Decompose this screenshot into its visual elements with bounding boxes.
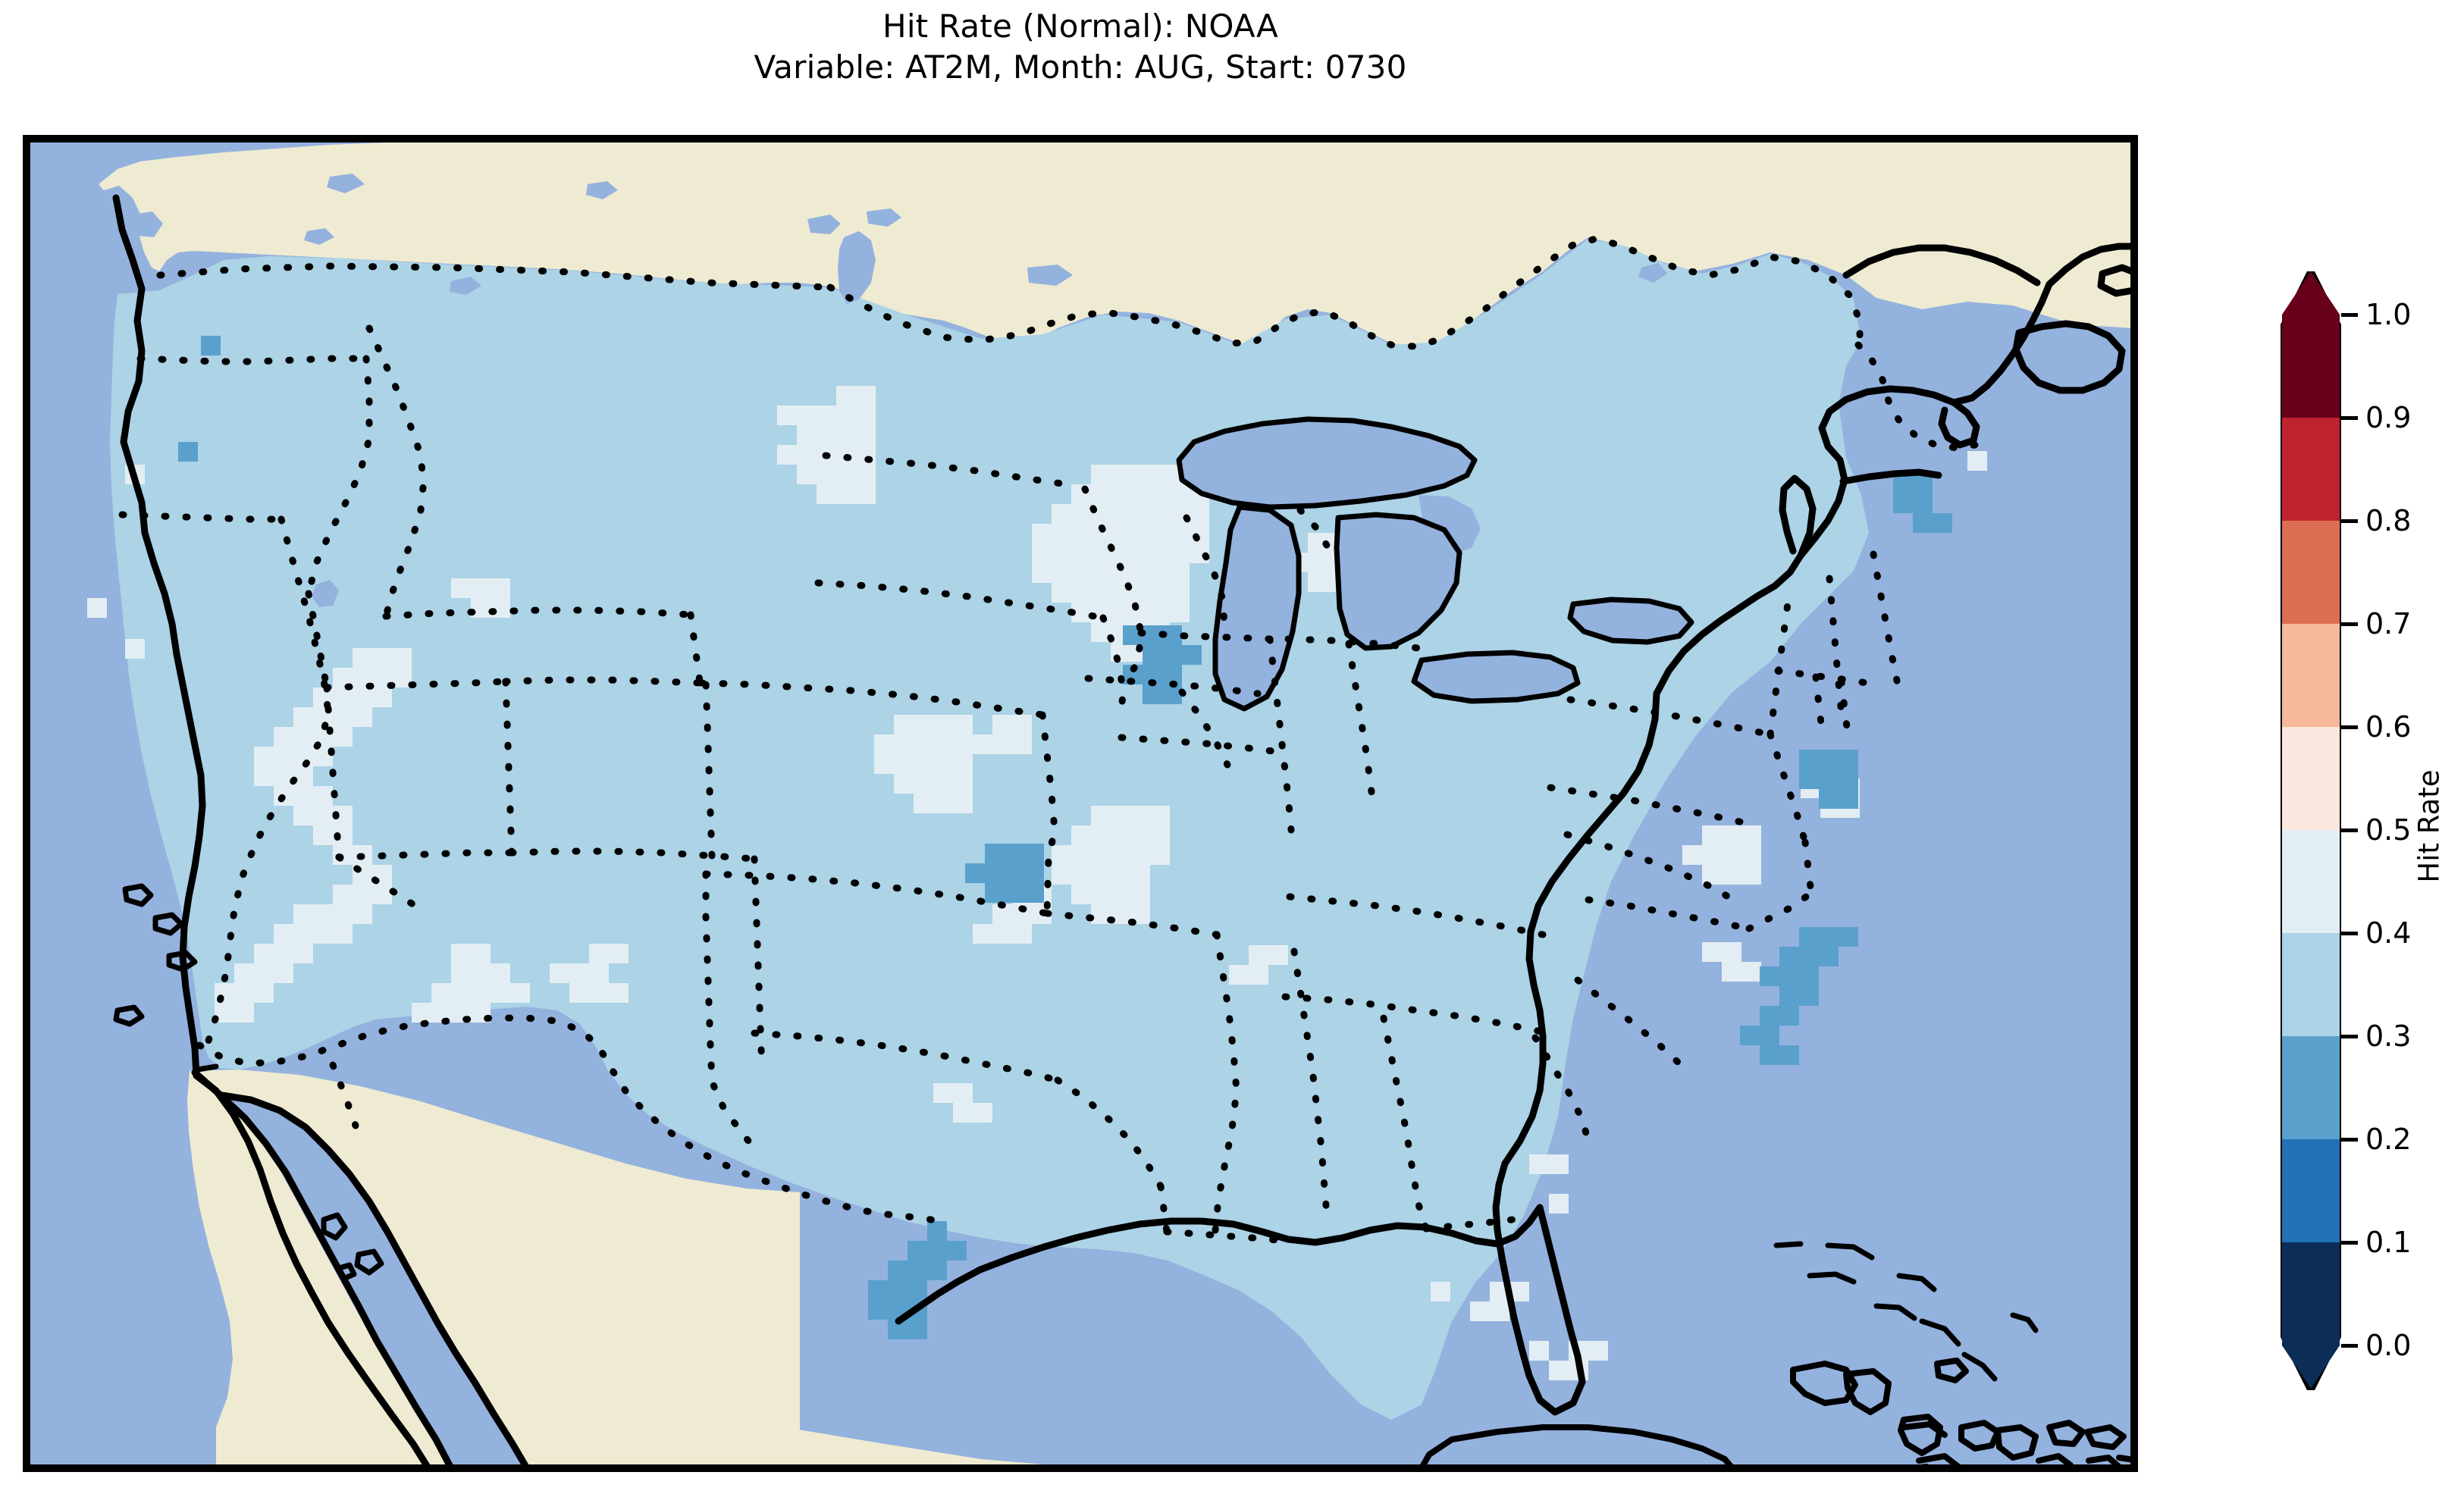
- coastline-layer: [112, 194, 2134, 1468]
- colorbar-tick-label: 0.3: [2365, 1019, 2412, 1053]
- colorbar-segment: [2282, 830, 2340, 934]
- colorbar-segment: [2282, 418, 2340, 521]
- colorbar-tick-label: 0.9: [2365, 401, 2412, 434]
- colorbar-axis-label: Hit Rate: [2412, 769, 2446, 883]
- colorbar-segment: [2282, 933, 2340, 1037]
- map-panel[interactable]: [23, 135, 2138, 1472]
- colorbar-tick-label: 0.7: [2365, 607, 2412, 641]
- colorbar-tick-mark: [2341, 1035, 2358, 1038]
- colorbar-segment: [2282, 727, 2340, 831]
- colorbar-tick-mark: [2341, 519, 2358, 523]
- colorbar-tick-mark: [2341, 1138, 2358, 1142]
- colorbar-tick-mark: [2341, 1241, 2358, 1245]
- colorbar-tick-label: 0.5: [2365, 813, 2412, 847]
- colorbar-tick-mark: [2341, 1344, 2358, 1348]
- colorbar-tick-label: 0.1: [2365, 1226, 2412, 1259]
- figure-title: Hit Rate (Normal): NOAA Variable: AT2M, …: [0, 6, 2161, 88]
- colorbar-extend-max: [2282, 271, 2340, 315]
- title-line-primary: Hit Rate (Normal): NOAA: [882, 8, 1278, 45]
- great-lakes: [98, 174, 1691, 709]
- colorbar-segment: [2282, 624, 2340, 728]
- colorbar-tick-label: 0.2: [2365, 1123, 2412, 1156]
- colorbar-gradient[interactable]: [2282, 315, 2340, 1346]
- title-line-secondary: Variable: AT2M, Month: AUG, Start: 0730: [754, 48, 1407, 86]
- colorbar-tick-mark: [2341, 622, 2358, 626]
- colorbar-extend-min: [2282, 1345, 2340, 1389]
- colorbar-tick-label: 0.0: [2365, 1329, 2412, 1362]
- colorbar-segment: [2282, 521, 2340, 625]
- colorbar-tick-mark: [2341, 416, 2358, 420]
- colorbar-tick-mark: [2341, 725, 2358, 729]
- colorbar-segment: [2282, 1139, 2340, 1243]
- colorbar-segment: [2282, 1036, 2340, 1140]
- border-layer: [118, 235, 1979, 1245]
- colorbar-tick-mark: [2341, 313, 2358, 317]
- colorbar-tick-label: 0.6: [2365, 710, 2412, 744]
- colorbar-segment: [2282, 315, 2340, 418]
- map-canvas: [27, 139, 2134, 1468]
- colorbar-segment: [2282, 1242, 2340, 1346]
- colorbar-tick-label: 0.4: [2365, 916, 2412, 950]
- colorbar-tick-mark: [2341, 828, 2358, 832]
- colorbar-ticks: 0.0 0.1 0.2 0.3 0.4 0.5 0.6 0.7 0.8 0.9 1.0: [2238, 250, 2464, 1402]
- colorbar[interactable]: 0.0 0.1 0.2 0.3 0.4 0.5 0.6 0.7 0.8 0.9 1.0 Hit Ra…: [2238, 250, 2464, 1402]
- colorbar-tick-label: 1.0: [2365, 298, 2412, 331]
- colorbar-tick-label: 0.8: [2365, 504, 2412, 537]
- colorbar-tick-mark: [2341, 932, 2358, 935]
- map-frame-border: [27, 139, 2134, 1468]
